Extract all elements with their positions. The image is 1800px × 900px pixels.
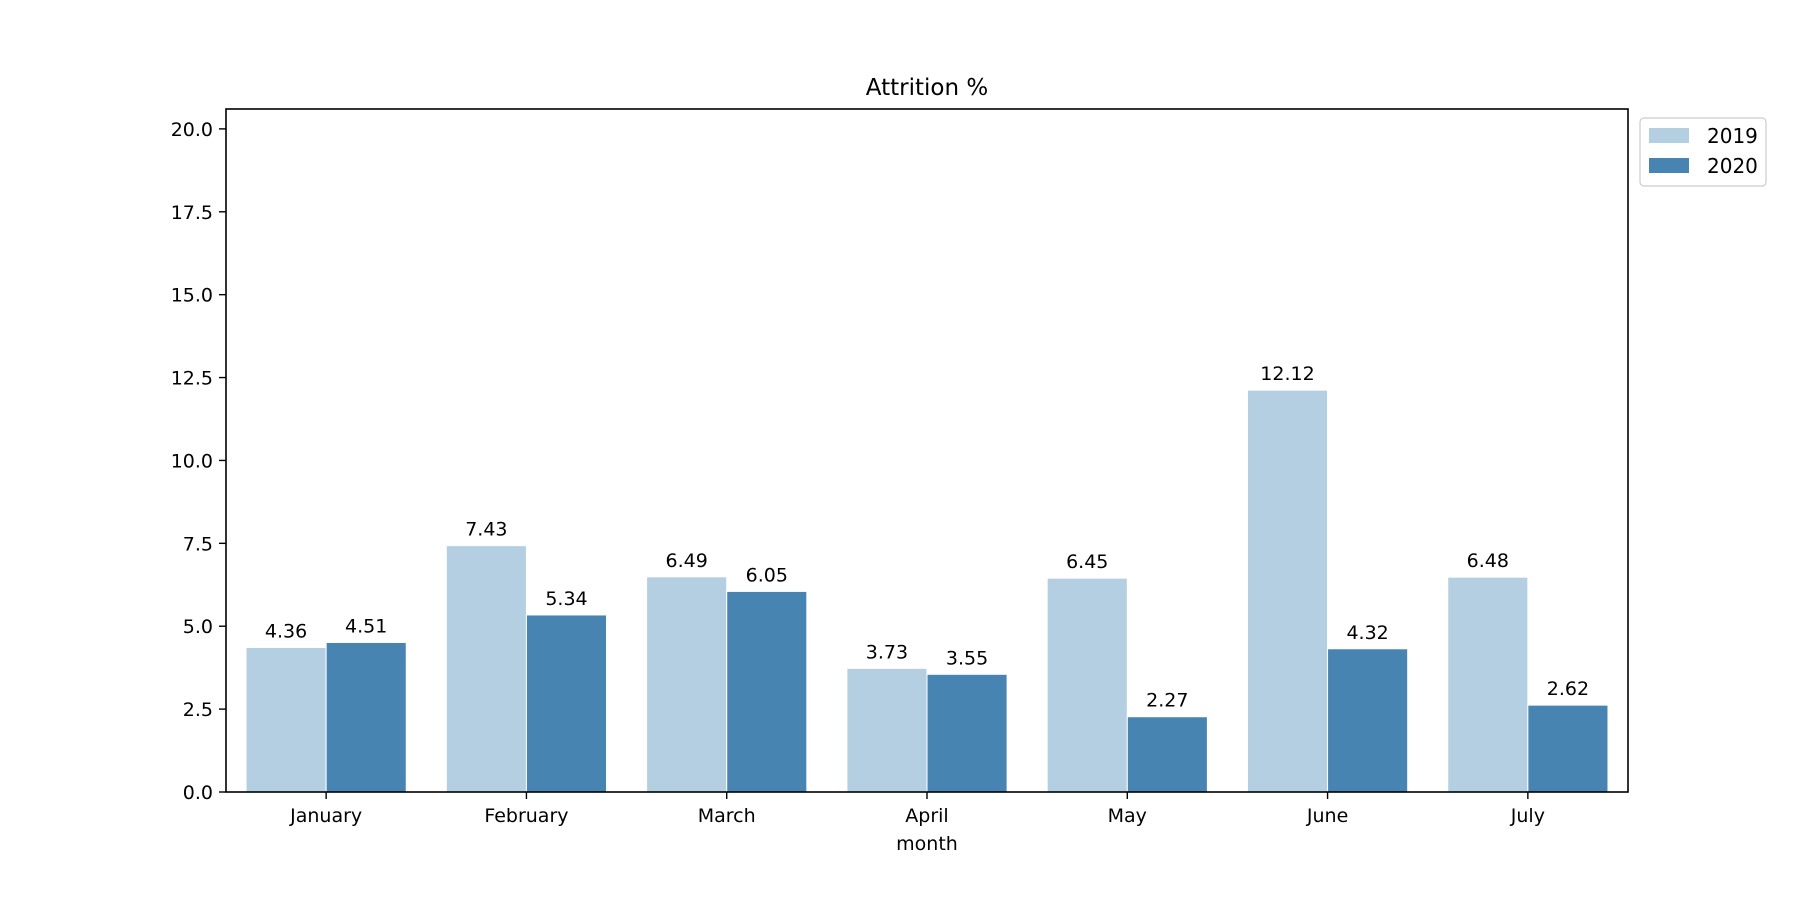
data-label-2019-july: 6.48 — [1467, 550, 1509, 572]
bar-2019-april — [846, 667, 928, 793]
bar-2020-may — [1126, 716, 1208, 793]
data-label-2020-february: 5.34 — [545, 588, 587, 610]
data-label-2019-february: 7.43 — [465, 519, 507, 541]
legend-label-2019: 2019 — [1707, 124, 1758, 148]
x-axis-label: month — [896, 833, 958, 855]
data-label-2020-january: 4.51 — [345, 615, 387, 637]
y-tick-label-15.0: 15.0 — [171, 285, 213, 307]
y-tick-label-17.5: 17.5 — [171, 202, 213, 224]
bar-2020-january — [325, 641, 407, 793]
y-tick-label-0.0: 0.0 — [183, 782, 213, 804]
data-label-2019-march: 6.49 — [666, 550, 708, 572]
x-tick-label-february: February — [484, 805, 568, 827]
bar-2020-april — [926, 673, 1008, 793]
data-label-2019-may: 6.45 — [1066, 551, 1108, 573]
bar-2020-july — [1527, 704, 1609, 793]
plot-area: 4.36 7.43 6.49 3.73 6.45 12.12 6.48 4.51 5.34 6.0… — [245, 363, 1609, 793]
x-tick-label-may: May — [1108, 805, 1147, 827]
y-axis: 0.0 2.5 5.0 7.5 10.0 12.5 15.0 17.5 20.0 — [171, 119, 226, 804]
bar-2019-june — [1246, 389, 1329, 793]
legend: 2019 2020 — [1639, 117, 1767, 187]
chart-title: Attrition % — [866, 75, 988, 101]
y-tick-label-7.5: 7.5 — [183, 533, 213, 555]
legend-label-2020: 2020 — [1707, 154, 1758, 178]
data-label-2019-april: 3.73 — [866, 641, 908, 663]
data-label-2020-may: 2.27 — [1146, 690, 1188, 712]
bar-2020-march — [726, 590, 808, 793]
data-label-2020-july: 2.62 — [1547, 678, 1589, 700]
y-tick-label-20.0: 20.0 — [171, 119, 213, 141]
bar-2019-july — [1447, 576, 1529, 793]
y-tick-label-10.0: 10.0 — [171, 450, 213, 472]
bar-2019-may — [1046, 577, 1128, 793]
y-tick-label-12.5: 12.5 — [171, 368, 213, 390]
bar-2019-february — [445, 545, 527, 793]
data-label-2019-january: 4.36 — [265, 620, 307, 642]
x-tick-label-january: January — [289, 805, 362, 827]
data-label-2020-april: 3.55 — [946, 647, 988, 669]
bar-2020-june — [1327, 648, 1409, 793]
x-tick-label-april: April — [905, 805, 948, 827]
data-label-2019-june: 12.12 — [1260, 363, 1314, 385]
data-label-2020-march: 6.05 — [746, 564, 788, 586]
bar-2019-january — [245, 646, 327, 793]
y-tick-label-5.0: 5.0 — [183, 616, 213, 638]
bar-2020-february — [525, 614, 608, 793]
legend-swatch-2019 — [1649, 128, 1689, 143]
data-label-2020-june: 4.32 — [1346, 622, 1388, 644]
bar-2019-march — [646, 576, 728, 793]
x-axis: January February March April May June July — [289, 792, 1545, 827]
legend-swatch-2020 — [1649, 158, 1689, 173]
x-tick-label-march: March — [698, 805, 756, 827]
x-tick-label-june: June — [1306, 805, 1348, 827]
y-tick-label-2.5: 2.5 — [183, 699, 213, 721]
x-tick-label-july: July — [1510, 805, 1545, 827]
